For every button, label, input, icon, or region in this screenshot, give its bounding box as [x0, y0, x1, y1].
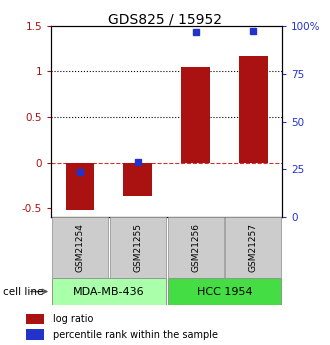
Bar	[225, 217, 281, 278]
Bar	[52, 217, 108, 278]
Bar	[168, 217, 223, 278]
Bar	[110, 217, 166, 278]
Text: GSM21255: GSM21255	[133, 223, 142, 272]
Bar	[123, 162, 152, 196]
Text: HCC 1954: HCC 1954	[197, 287, 252, 296]
Bar	[26, 329, 44, 340]
Bar	[168, 278, 281, 305]
Text: GSM21257: GSM21257	[249, 223, 258, 272]
Bar	[239, 56, 268, 162]
Bar	[52, 278, 166, 305]
Text: GDS825 / 15952: GDS825 / 15952	[108, 12, 222, 26]
Text: percentile rank within the sample: percentile rank within the sample	[52, 330, 217, 340]
Bar	[26, 314, 44, 324]
Text: cell line: cell line	[3, 287, 44, 296]
Text: GSM21256: GSM21256	[191, 223, 200, 272]
Bar	[66, 162, 94, 210]
Bar	[181, 67, 210, 162]
Text: log ratio: log ratio	[52, 314, 93, 324]
Text: GSM21254: GSM21254	[76, 223, 84, 272]
Text: MDA-MB-436: MDA-MB-436	[73, 287, 145, 296]
